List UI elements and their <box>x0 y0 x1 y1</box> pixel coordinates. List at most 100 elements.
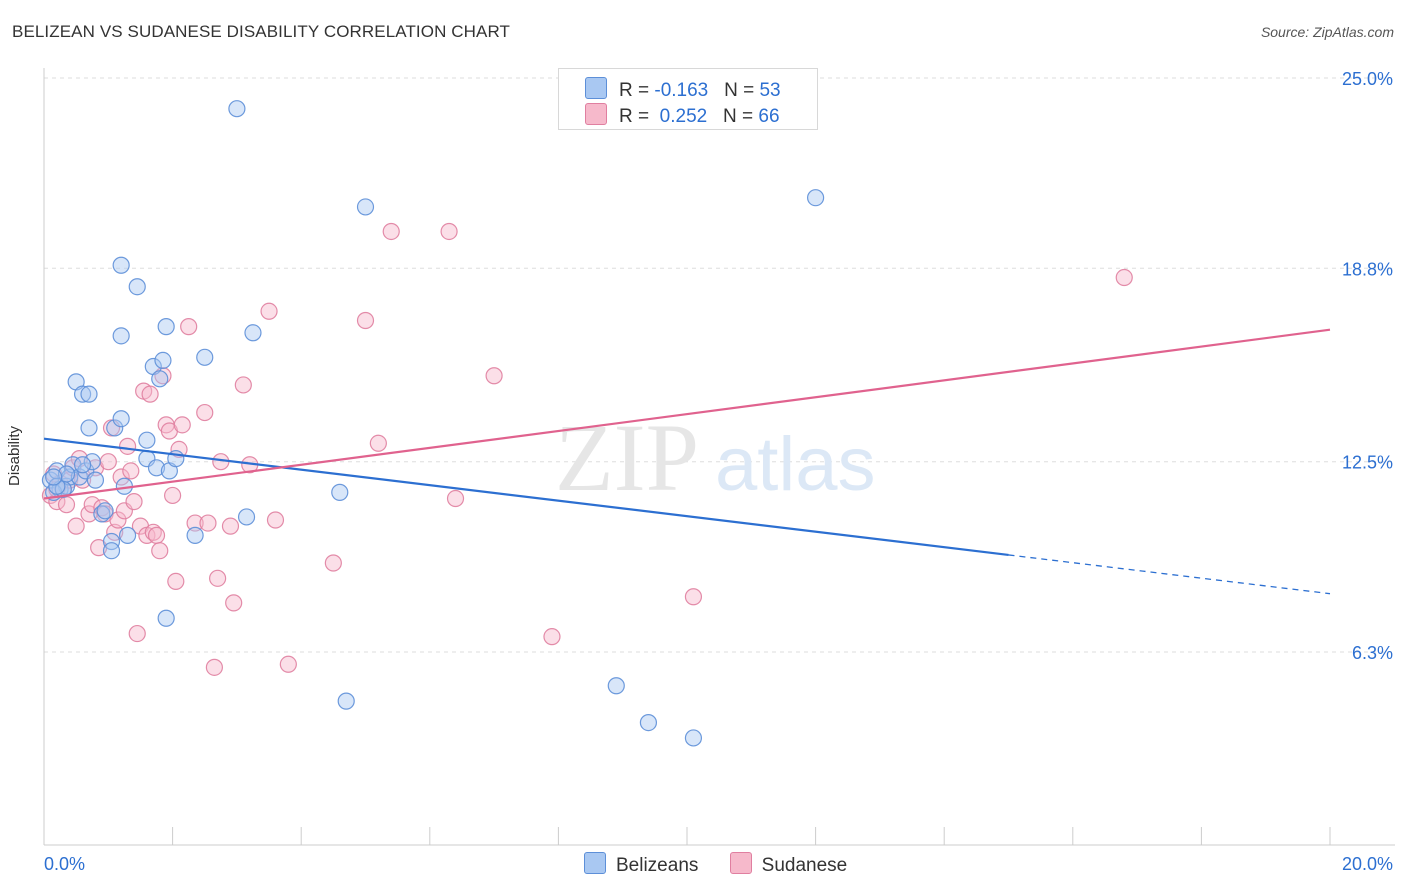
point-belizeans <box>138 431 156 449</box>
series-legend-sudanese: Sudanese <box>729 852 848 877</box>
y-tick-label: 12.5% <box>1342 453 1393 473</box>
point-sudanese <box>266 511 285 529</box>
point-sudanese <box>234 376 252 394</box>
point-sudanese <box>141 385 159 403</box>
x-tick-label: 20.0% <box>1342 854 1393 874</box>
series-legend-belizeans: Belizeans <box>584 852 698 877</box>
point-sudanese <box>369 434 387 452</box>
y-tick-label: 18.8% <box>1342 259 1393 279</box>
series-swatch-sudanese <box>729 852 752 874</box>
point-belizeans <box>106 419 124 437</box>
point-sudanese <box>324 554 342 572</box>
point-belizeans <box>196 348 214 366</box>
point-sudanese <box>440 222 458 241</box>
point-belizeans <box>128 278 146 296</box>
y-tick-label: 6.3% <box>1352 643 1393 663</box>
point-belizeans <box>154 351 172 369</box>
point-sudanese <box>684 588 703 606</box>
point-belizeans <box>151 370 169 388</box>
x-tick-label: 0.0% <box>44 854 85 874</box>
point-sudanese <box>382 222 400 241</box>
point-sudanese <box>122 462 140 480</box>
point-sudanese <box>186 514 204 532</box>
point-belizeans <box>96 502 114 520</box>
point-sudanese <box>99 453 117 471</box>
point-sudanese <box>225 594 243 612</box>
legend-r-label: R = <box>619 80 655 101</box>
point-belizeans <box>118 526 137 544</box>
point-belizeans <box>48 477 66 495</box>
point-belizeans <box>112 256 130 274</box>
point-belizeans <box>684 729 703 747</box>
trend-line-belizeans <box>43 437 1009 557</box>
point-sudanese <box>180 318 198 336</box>
point-belizeans <box>57 465 76 483</box>
point-sudanese <box>67 517 85 535</box>
point-sudanese <box>209 569 227 587</box>
legend-row-sudanese: R = 0.252 N = 66 <box>585 103 780 128</box>
watermark: ZIP atlas <box>555 404 876 511</box>
series-swatch-belizeans <box>584 852 606 874</box>
trend-lines <box>43 328 1331 595</box>
legend-n-value: 53 <box>759 80 781 101</box>
point-belizeans <box>93 505 111 523</box>
watermark-atlas: atlas <box>715 422 876 507</box>
legend-row-belizeans: R = -0.163 N = 53 <box>585 77 781 102</box>
point-sudanese <box>279 655 297 673</box>
series-label-sudanese: Sudanese <box>761 855 848 876</box>
trend-line-sudanese <box>43 328 1331 500</box>
point-sudanese <box>57 496 76 514</box>
watermark-zip: ZIP <box>555 404 699 511</box>
point-belizeans <box>73 385 92 403</box>
legend-n-value: 66 <box>758 106 780 127</box>
point-belizeans <box>337 692 355 710</box>
point-belizeans <box>102 542 121 560</box>
point-sudanese <box>164 486 182 505</box>
point-sudanese <box>112 468 130 486</box>
point-belizeans <box>237 508 256 526</box>
legend-swatch-belizeans <box>585 77 607 99</box>
point-sudanese <box>221 517 240 535</box>
point-sudanese <box>118 437 137 455</box>
legend-n-label: N = <box>723 106 759 127</box>
point-sudanese <box>446 489 465 508</box>
point-belizeans <box>45 468 63 486</box>
correlation-legend: R = -0.163 N = 53 R = 0.252 N = 66 <box>558 68 818 130</box>
point-belizeans <box>73 456 92 474</box>
series-legend: Belizeans Sudanese <box>584 852 873 877</box>
point-sudanese <box>205 658 223 676</box>
point-sudanese <box>173 416 191 434</box>
point-sudanese <box>1115 268 1133 287</box>
point-belizeans <box>356 198 375 216</box>
point-sudanese <box>485 367 503 385</box>
point-sudanese <box>125 492 143 511</box>
trend-line-belizeans-extension <box>1008 554 1331 595</box>
point-belizeans <box>157 609 175 627</box>
point-sudanese <box>144 523 162 541</box>
point-sudanese <box>109 511 127 529</box>
point-sudanese <box>260 302 278 320</box>
point-belizeans <box>80 385 98 403</box>
axes <box>43 68 1395 846</box>
point-belizeans <box>86 471 105 489</box>
point-sudanese <box>356 311 375 330</box>
gridlines <box>44 77 1395 653</box>
legend-n-label: N = <box>724 80 760 101</box>
point-belizeans <box>244 324 262 342</box>
legend-swatch-sudanese <box>585 103 607 125</box>
point-sudanese <box>167 572 185 591</box>
legend-r-value: -0.163 <box>654 80 709 101</box>
point-sudanese <box>147 526 166 544</box>
point-belizeans <box>228 100 246 118</box>
point-belizeans <box>331 483 349 501</box>
point-belizeans <box>806 189 825 207</box>
legend-r-label: R = <box>619 106 655 127</box>
point-belizeans <box>147 459 166 477</box>
point-belizeans <box>112 410 130 428</box>
tick-labels: 6.3% 12.5% 18.8% 25.0% 0.0% 20.0% <box>44 69 1393 874</box>
point-sudanese <box>151 542 169 560</box>
point-belizeans <box>639 713 658 732</box>
y-tick-label: 25.0% <box>1342 69 1393 89</box>
series-label-belizeans: Belizeans <box>616 855 699 876</box>
